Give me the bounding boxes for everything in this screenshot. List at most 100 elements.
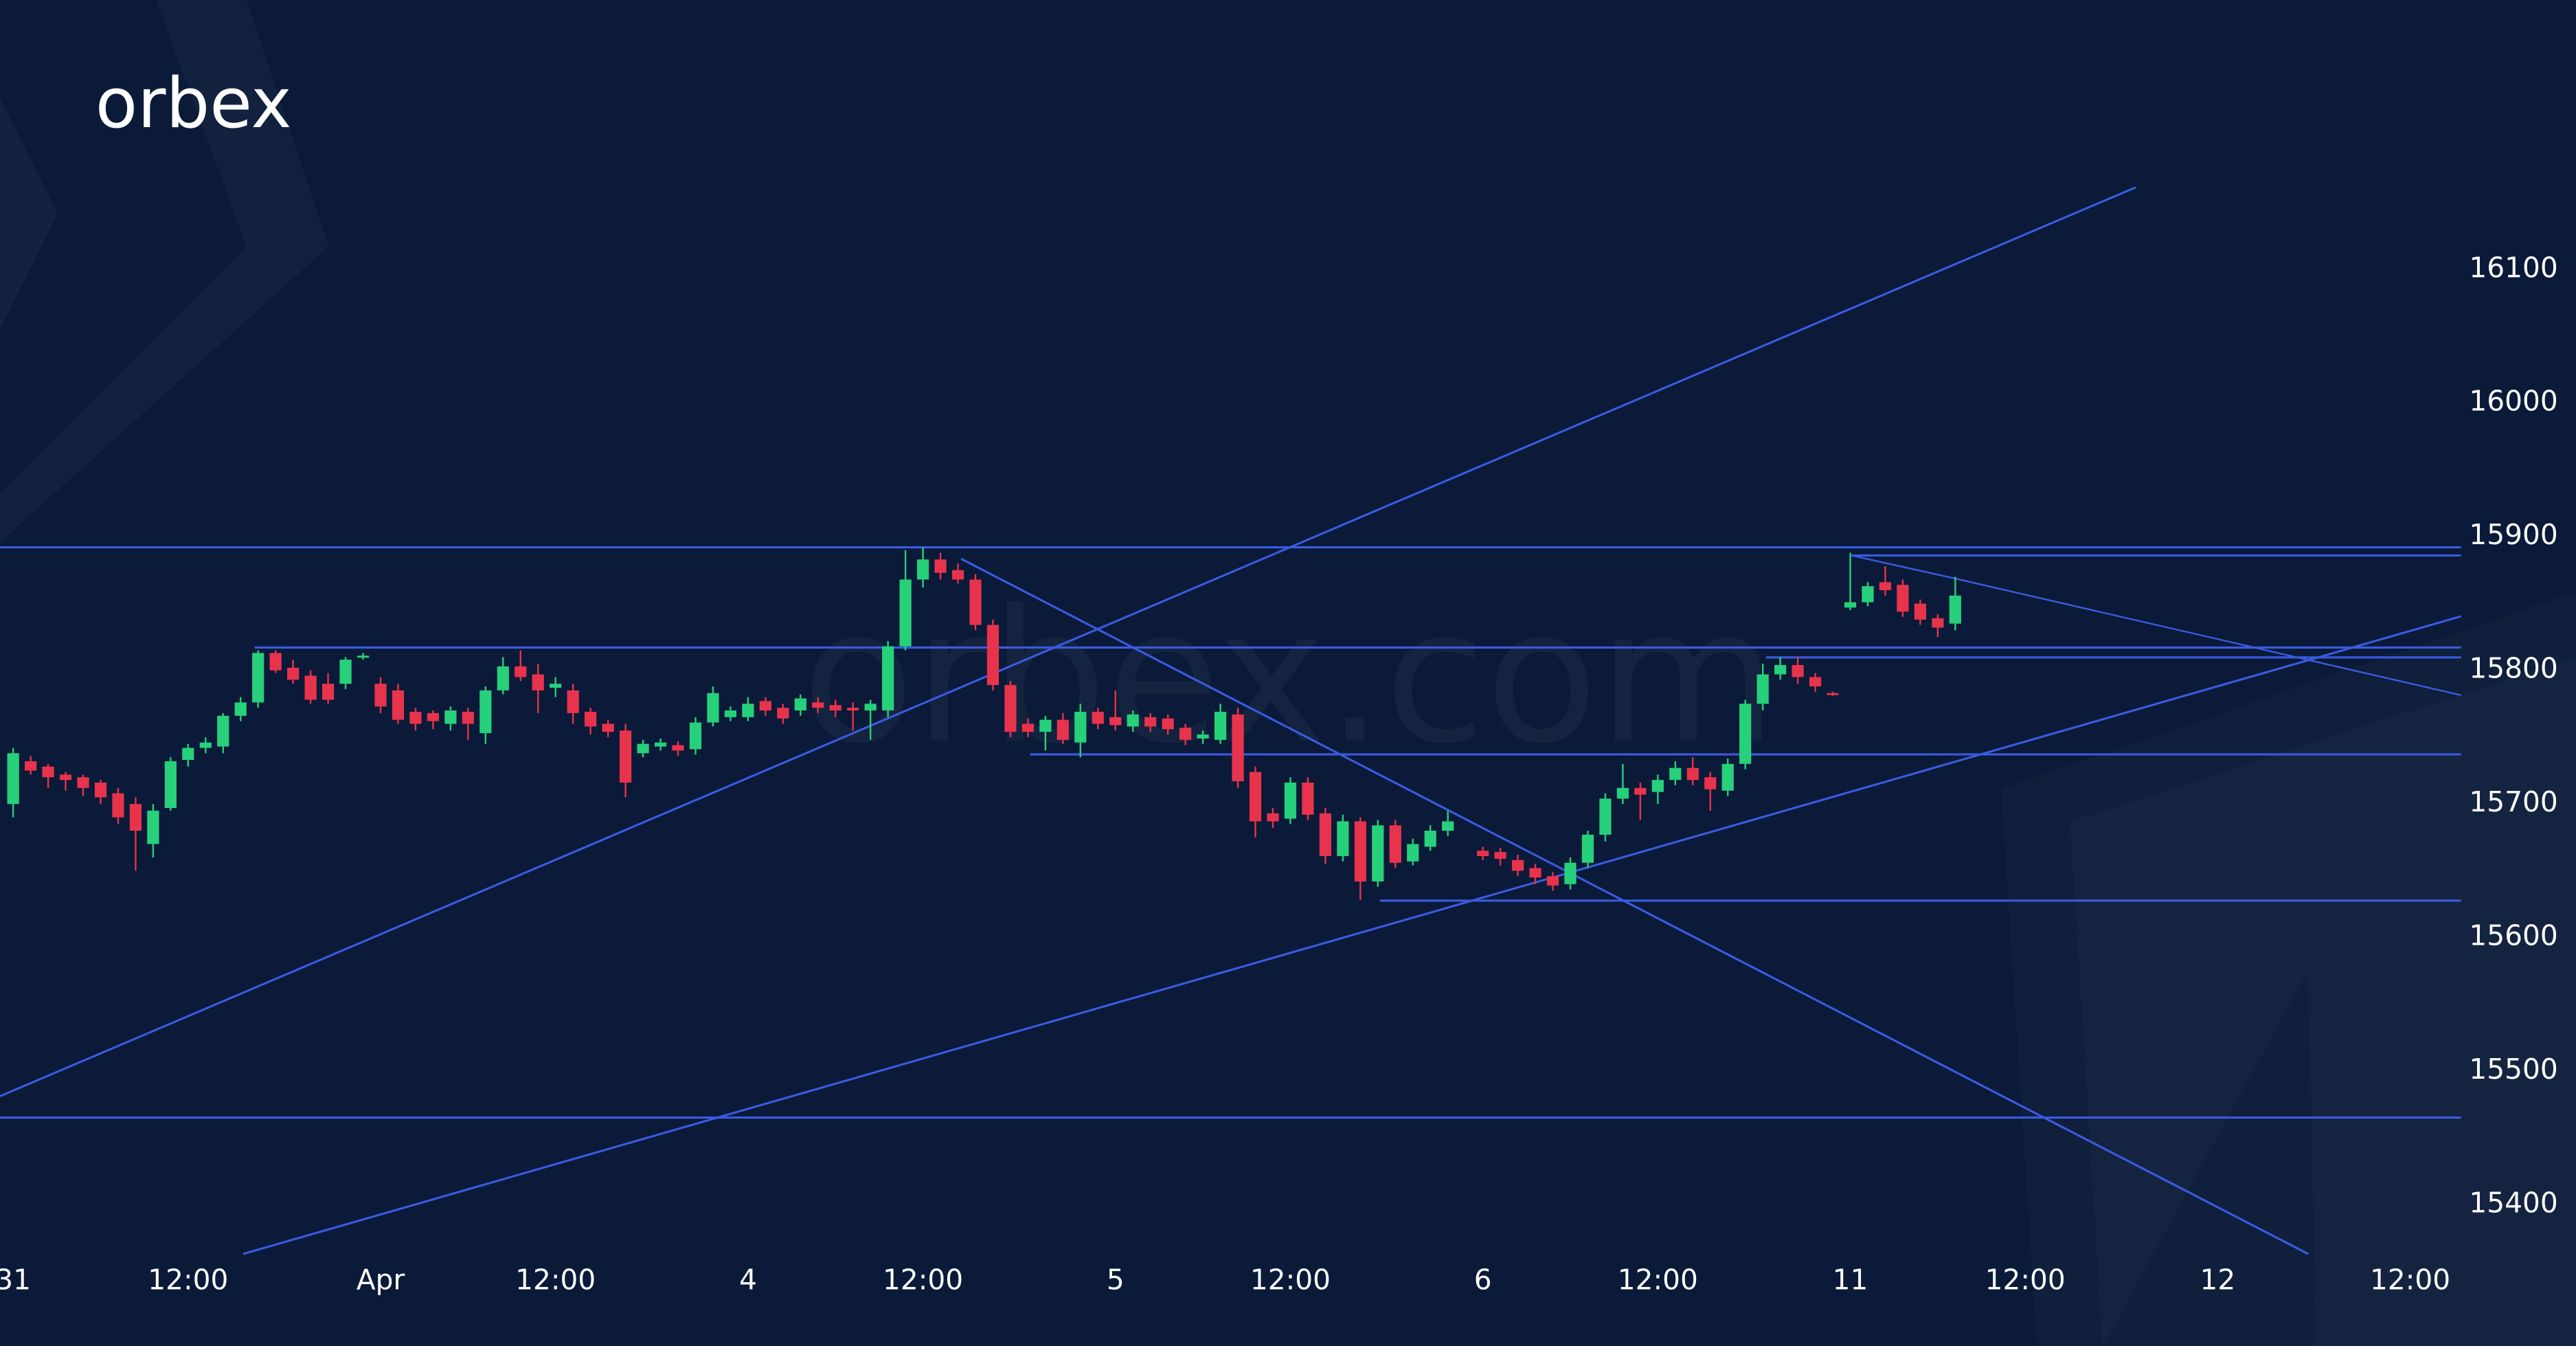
candle-body [1021,724,1035,732]
y-tick-label: 15400 [2469,1187,2557,1220]
candle-body [252,653,264,703]
candle-body [1879,582,1892,590]
candle-body [1424,831,1436,847]
candle-body [1442,821,1454,831]
candle-body [1179,728,1192,740]
candle-body [1721,763,1734,791]
candle-body [759,701,771,711]
candle-body [707,693,719,723]
candle-body [304,675,317,700]
candle-body [164,761,177,808]
candle-body [689,722,702,750]
x-tick-label: 11 [1833,1264,1868,1297]
x-tick-label: 12:00 [2370,1264,2450,1297]
candle-body [1634,787,1647,795]
candle-body [777,708,789,719]
candle-body [1914,603,1927,620]
candle-body [392,690,405,720]
candle-body [1739,704,1752,764]
candle-body [112,793,124,818]
candle-body [1109,717,1122,726]
candle-body [357,655,370,658]
candle-body [1214,711,1227,740]
candle-body [1092,711,1104,724]
trend-line [0,186,2136,1097]
candle-body [217,715,229,747]
candle-body [672,745,684,751]
candle-body [1949,595,1961,624]
candle-body [479,690,492,734]
candle-body [42,766,54,778]
candle-body [1651,780,1664,792]
trend-line [242,615,2462,1255]
candle-body [1284,783,1297,819]
candle-body [1599,798,1612,835]
y-tick-label: 15600 [2469,919,2557,952]
candle-body [409,711,422,724]
candle-body [147,810,159,844]
candle-body [287,667,300,680]
candle-body [1144,717,1157,727]
candle-body [916,559,929,580]
candle-body [94,783,107,798]
candle-body [1477,851,1489,856]
candle-body [1302,783,1314,815]
candle-body [1546,876,1559,886]
candle-body [1704,777,1717,789]
candle-body [864,704,877,711]
candle-body [934,559,947,573]
candle-body [1057,719,1069,740]
candle-body [1267,813,1279,822]
candle-body [1792,664,1804,677]
x-tick-label: 31 [0,1264,31,1297]
candle-body [1127,714,1139,727]
candle-body [812,702,824,708]
logo: orbex [95,63,292,144]
candle-body [1249,772,1262,822]
candle-body [1897,585,1909,612]
candle-body [742,704,754,717]
candle-body [1004,685,1017,732]
y-tick-label: 15500 [2469,1053,2557,1086]
candle-body [1039,719,1052,732]
y-tick-label: 16000 [2469,385,2557,418]
candle-body [1756,674,1769,704]
candle-body [585,711,597,727]
candle-body [321,684,335,700]
x-tick-label: 5 [1107,1264,1125,1297]
candle-body [619,730,632,783]
candle-body [1844,602,1857,608]
x-tick-label: 6 [1474,1264,1492,1297]
candle-body [462,711,474,724]
candle-body [7,753,19,805]
candle-body [497,666,509,691]
candle-body [1389,825,1401,863]
candle-body [1616,787,1629,799]
x-tick-label: 4 [739,1264,757,1297]
candle-body [969,579,982,625]
watermark: orbex.com [802,570,1777,785]
candle-body [24,761,37,771]
candle-body [1337,821,1349,856]
candle-body [1494,852,1506,859]
candle-body [59,774,72,781]
candle-body [269,653,282,671]
candle-body [1511,860,1524,871]
candle-body [374,684,387,707]
candle-body [1827,693,1839,695]
candle-body [1407,844,1419,862]
x-tick-label: 12:00 [148,1264,228,1297]
candle-body [1197,734,1209,739]
candle-body [444,710,457,724]
candle-body [1162,718,1174,730]
candle-body [1809,677,1822,687]
y-tick-label: 15900 [2469,518,2557,551]
candle-body [427,713,440,721]
y-tick-label: 15700 [2469,785,2557,818]
candle-body [1932,618,1944,628]
candle-body [724,710,737,717]
candle-body [882,646,894,711]
candle-body [847,708,859,711]
